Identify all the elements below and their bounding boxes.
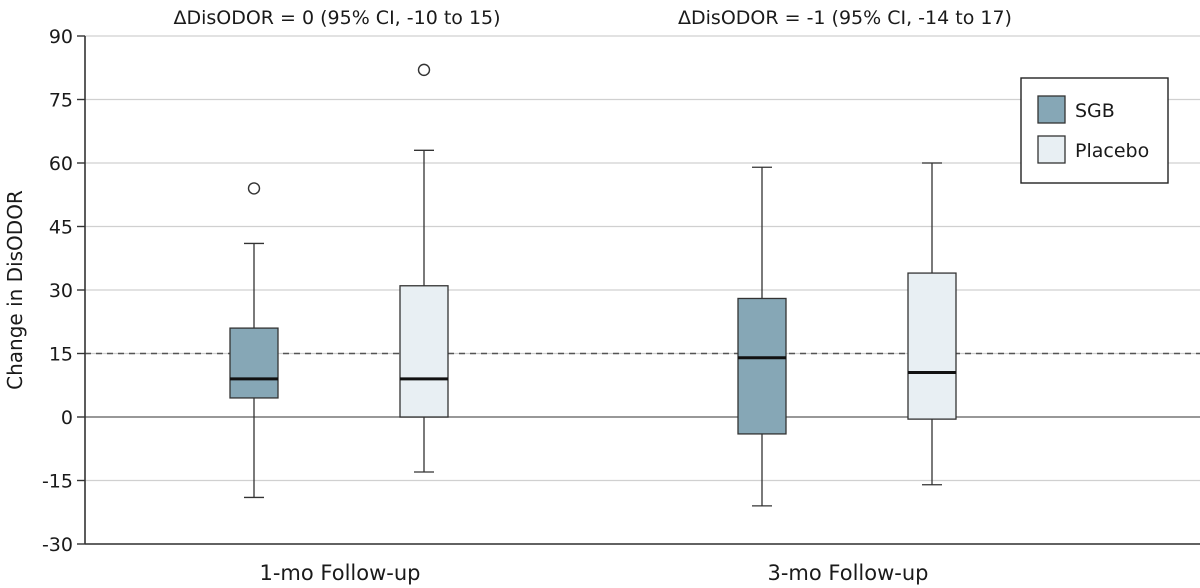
- reference-lines: [85, 352, 1200, 418]
- outlier-point: [247, 182, 261, 195]
- group-annotation: ΔDisODOR = 0 (95% CI, -10 to 15): [173, 7, 500, 29]
- group-annotation: ΔDisODOR = -1 (95% CI, -14 to 17): [678, 7, 1012, 29]
- legend-swatch-placebo: [1037, 135, 1066, 164]
- y-tick-label: 75: [49, 90, 73, 112]
- boxes: [229, 63, 957, 507]
- legend-swatch-sgb: [1037, 95, 1066, 124]
- legend-label-sgb: SGB: [1075, 100, 1115, 122]
- x-category-label: 1-mo Follow-up: [259, 561, 420, 585]
- y-tick-label: 45: [49, 217, 73, 239]
- labels: Change in DisODOR 1-mo Follow-up ΔDisODOR …: [3, 7, 1012, 585]
- box-sgb-2: [737, 166, 787, 507]
- iqr-box: [907, 272, 957, 420]
- y-tick-label: -15: [42, 471, 73, 493]
- y-tick-label: 0: [61, 407, 73, 429]
- box-sgb-1: [229, 182, 279, 499]
- x-category-label: 3-mo Follow-up: [767, 561, 928, 585]
- outlier-point: [417, 63, 431, 77]
- y-tick-label: -30: [42, 534, 73, 556]
- box-placebo-2: [907, 162, 957, 486]
- legend-box: [1020, 77, 1169, 184]
- y-tick-label: 30: [49, 280, 73, 302]
- y-tick-label: 15: [49, 344, 73, 366]
- legend-label-placebo: Placebo: [1075, 140, 1149, 162]
- y-tick-label: 60: [49, 153, 73, 175]
- legend: SGB Placebo: [1020, 77, 1169, 184]
- iqr-box: [399, 285, 449, 418]
- y-axis-title: Change in DisODOR: [3, 190, 27, 390]
- box-placebo-1: [399, 63, 449, 473]
- iqr-box: [229, 327, 279, 399]
- y-tick-label: 90: [49, 26, 73, 48]
- y-axis: -30 -15 0 15 30 45 60 75 90: [42, 26, 1200, 556]
- iqr-box: [737, 297, 787, 435]
